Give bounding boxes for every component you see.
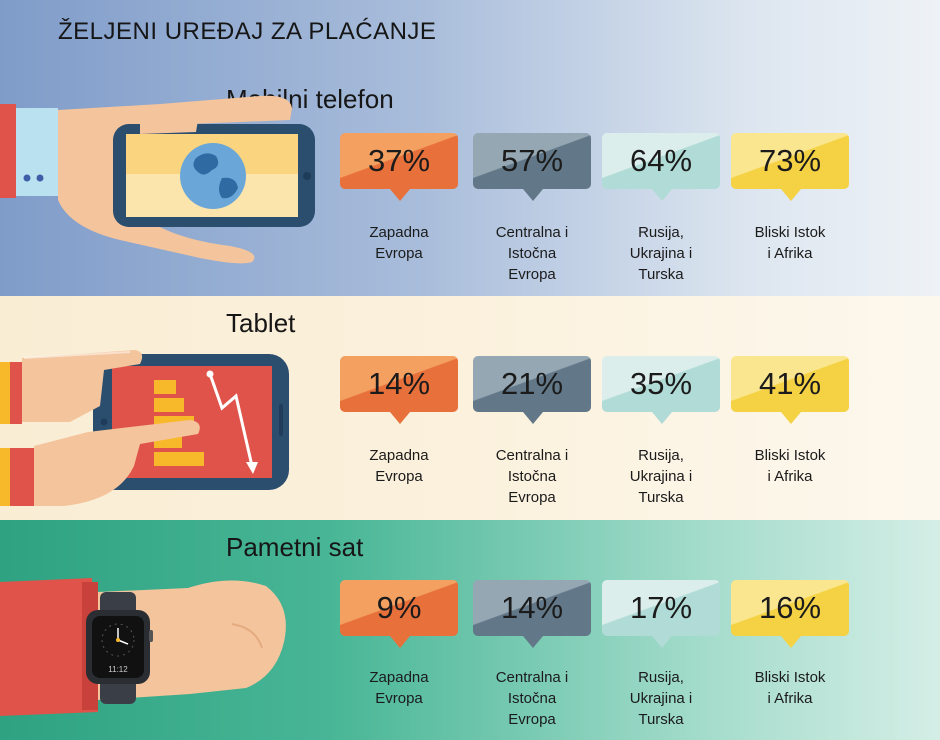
section-tablet: Tablet 14% 21% 35% 41% Zapadna Evropa	[0, 296, 940, 520]
bubble-tablet-bliski: 41%	[731, 356, 849, 424]
value-label: 14%	[500, 590, 564, 625]
region-line: Centralna i	[495, 224, 569, 241]
value-label: 64%	[629, 143, 693, 178]
globe-icon	[180, 143, 246, 209]
region-line: Turska	[638, 266, 684, 283]
region-line: Bliski Istok	[754, 669, 826, 686]
page-title: ŽELJENI UREĐAJ ZA PLAĆANJE	[58, 18, 437, 45]
bubble-mobile-bliski: 73%	[731, 133, 849, 201]
value-label: 14%	[367, 366, 431, 401]
value-label: 73%	[758, 143, 822, 178]
region-line: i Afrika	[767, 245, 813, 262]
region-label-rusija: Rusija, Ukrajina i Turska	[596, 445, 726, 508]
region-line: Evropa	[508, 489, 556, 506]
bubble-tablet-zapadna: 14%	[340, 356, 458, 424]
bubble-tablet-centralna: 21%	[473, 356, 591, 424]
value-label: 21%	[500, 366, 564, 401]
value-label: 17%	[629, 590, 693, 625]
region-label-zapadna: Zapadna Evropa	[334, 222, 464, 264]
region-label-rusija: Rusija, Ukrajina i Turska	[596, 222, 726, 285]
region-line: Istočna	[507, 690, 557, 707]
section-title-watch: Pametni sat	[226, 532, 364, 562]
region-line: Turska	[638, 711, 684, 728]
region-line: Bliski Istok	[754, 447, 826, 464]
region-line: Zapadna	[369, 224, 429, 241]
region-label-bliski: Bliski Istok i Afrika	[725, 667, 855, 709]
region-line: Istočna	[507, 245, 557, 262]
bubble-mobile-zapadna: 37%	[340, 133, 458, 201]
region-line: Rusija,	[638, 224, 684, 241]
region-label-centralna: Centralna i Istočna Evropa	[467, 222, 597, 285]
region-line: Evropa	[508, 711, 556, 728]
trend-arrow-icon	[206, 370, 258, 474]
region-line: Evropa	[375, 468, 423, 485]
region-label-rusija: Rusija, Ukrajina i Turska	[596, 667, 726, 730]
bubble-mobile-rusija: 64%	[602, 133, 720, 201]
region-line: Evropa	[375, 245, 423, 262]
region-line: i Afrika	[767, 690, 813, 707]
value-label: 35%	[629, 366, 693, 401]
bubble-mobile-centralna: 57%	[473, 133, 591, 201]
value-label: 9%	[376, 590, 422, 625]
value-label: 57%	[500, 143, 564, 178]
region-line: Evropa	[508, 266, 556, 283]
region-line: Turska	[638, 489, 684, 506]
bubble-watch-centralna: 14%	[473, 580, 591, 648]
bubble-watch-zapadna: 9%	[340, 580, 458, 648]
section-watch: Pametni sat 11:12 9% 14% 17% 16% Zapadna…	[0, 520, 940, 740]
region-line: Ukrajina i	[629, 468, 693, 485]
region-line: Rusija,	[638, 669, 684, 686]
value-label: 37%	[367, 143, 431, 178]
region-line: Rusija,	[638, 447, 684, 464]
region-label-centralna: Centralna i Istočna Evropa	[467, 667, 597, 730]
region-label-zapadna: Zapadna Evropa	[334, 667, 464, 709]
bubble-watch-bliski: 16%	[731, 580, 849, 648]
region-label-centralna: Centralna i Istočna Evropa	[467, 445, 597, 508]
region-line: Centralna i	[495, 447, 569, 464]
region-line: Zapadna	[369, 669, 429, 686]
section-mobile: ŽELJENI UREĐAJ ZA PLAĆANJE Mobilni telef…	[0, 0, 940, 296]
region-line: Istočna	[507, 468, 557, 485]
section-title-tablet: Tablet	[226, 308, 296, 338]
region-label-zapadna: Zapadna Evropa	[334, 445, 464, 487]
region-line: Ukrajina i	[629, 690, 693, 707]
bubble-tablet-rusija: 35%	[602, 356, 720, 424]
region-line: Evropa	[375, 690, 423, 707]
tablet-hands-illustration	[0, 350, 289, 506]
bubble-watch-rusija: 17%	[602, 580, 720, 648]
value-label: 16%	[758, 590, 822, 625]
region-label-bliski: Bliski Istok i Afrika	[725, 445, 855, 487]
region-line: Bliski Istok	[754, 224, 826, 241]
region-line: Zapadna	[369, 447, 429, 464]
watch-face-icon	[101, 623, 135, 657]
value-label: 41%	[758, 366, 822, 401]
phone-hand-illustration	[0, 95, 315, 264]
region-line: Ukrajina i	[629, 245, 693, 262]
region-line: Centralna i	[495, 669, 569, 686]
watch-time: 11:12	[108, 665, 128, 674]
region-label-bliski: Bliski Istok i Afrika	[725, 222, 855, 264]
region-line: i Afrika	[767, 468, 813, 485]
watch-wrist-illustration: 11:12	[0, 578, 286, 716]
